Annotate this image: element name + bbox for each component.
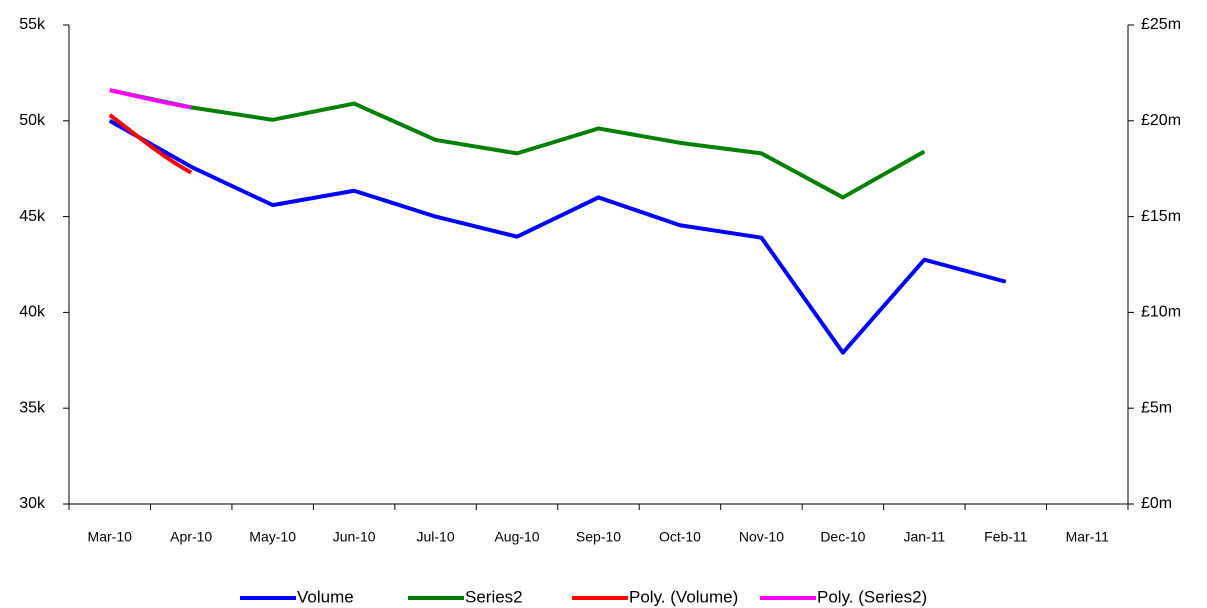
y-tick-label: 55k <box>19 16 46 33</box>
x-tick-label: Jan-11 <box>903 529 945 545</box>
series-line <box>109 88 926 200</box>
legend-label: Volume <box>297 587 354 606</box>
legend-label: Poly. (Volume) <box>629 587 738 606</box>
x-tick-label: Feb-11 <box>984 529 1028 545</box>
x-tick-label: Apr-10 <box>170 529 212 545</box>
x-tick-label: Dec-10 <box>820 529 865 545</box>
x-tick-label: Nov-10 <box>739 529 784 545</box>
x-tick-label: Jul-10 <box>417 529 455 545</box>
series-line <box>108 113 193 175</box>
y-tick-label: 50k <box>19 112 46 129</box>
y-tick-label: 40k <box>19 304 46 321</box>
x-tick-label: Aug-10 <box>494 529 539 545</box>
series-line <box>109 88 192 110</box>
series-line <box>108 119 1007 355</box>
x-tick-label: Oct-10 <box>659 529 701 545</box>
x-tick-label: May-10 <box>249 529 296 545</box>
x-tick-label: Jun-10 <box>333 529 376 545</box>
y2-tick-label: £10m <box>1141 304 1181 321</box>
y2-tick-label: £0m <box>1141 495 1172 512</box>
y-tick-label: 30k <box>19 495 46 512</box>
y2-tick-label: £20m <box>1141 112 1181 129</box>
y-tick-label: 35k <box>19 399 46 416</box>
y2-tick-label: £25m <box>1141 16 1181 33</box>
legend-label: Series2 <box>465 587 523 606</box>
legend-label: Poly. (Series2) <box>817 587 927 606</box>
x-tick-label: Mar-10 <box>88 529 133 545</box>
y2-tick-label: £15m <box>1141 208 1181 225</box>
x-tick-label: Mar-11 <box>1066 529 1110 545</box>
x-tick-label: Sep-10 <box>576 529 621 545</box>
y2-tick-label: £5m <box>1141 399 1172 416</box>
y-tick-label: 45k <box>19 208 46 225</box>
